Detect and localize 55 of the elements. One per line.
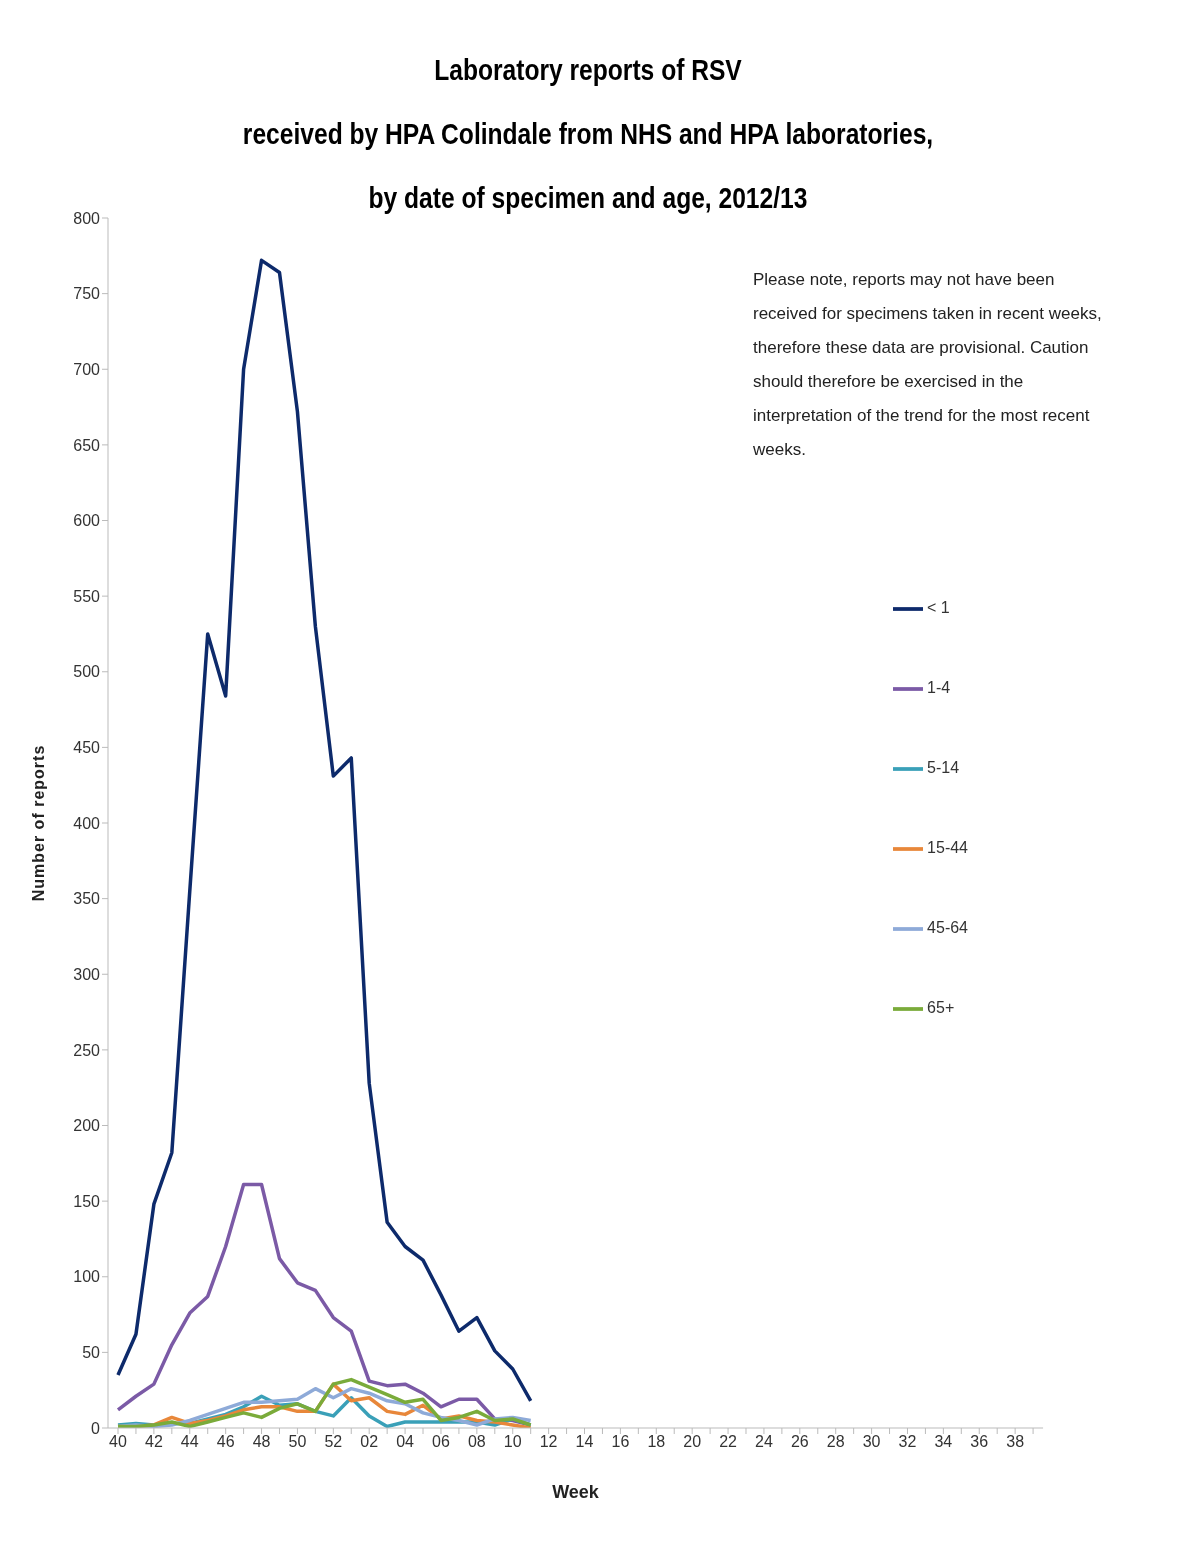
x-tick-label: 26 [790, 1433, 809, 1451]
x-tick-label: 52 [324, 1433, 343, 1451]
y-tick-label: 500 [73, 663, 101, 681]
y-tick-label: 150 [73, 1192, 101, 1210]
y-tick-label: 450 [73, 739, 101, 757]
y-tick-label: 50 [82, 1344, 101, 1362]
x-tick-label: 20 [683, 1433, 702, 1451]
x-tick-label: 38 [1006, 1433, 1025, 1451]
x-tick-label: 30 [862, 1433, 881, 1451]
line-series [116, 258, 533, 1403]
y-tick-label: 800 [73, 209, 101, 227]
legend-label: < 1 [927, 599, 950, 616]
line-series [116, 1182, 533, 1427]
y-tick-label: 200 [73, 1117, 101, 1135]
x-tick-label: 36 [970, 1433, 989, 1451]
y-tick-label: 250 [73, 1041, 101, 1059]
y-tick-label: 300 [73, 965, 101, 983]
y-tick-label: 650 [73, 436, 101, 454]
x-tick-label: 16 [611, 1433, 630, 1451]
x-tick-label: 06 [432, 1433, 450, 1451]
x-tick-label: 22 [719, 1433, 738, 1451]
x-tick-label: 14 [575, 1433, 594, 1451]
x-tick-label: 48 [252, 1433, 271, 1451]
y-axis-title: Number of reports [29, 744, 47, 902]
x-tick-label: 04 [396, 1433, 415, 1451]
x-tick-label: 44 [180, 1433, 199, 1451]
y-tick-label: 400 [73, 814, 101, 832]
x-tick-label: 32 [898, 1433, 917, 1451]
legend-label: 5-14 [927, 759, 960, 776]
legend-label: 45-64 [927, 919, 968, 936]
y-tick-label: 550 [73, 587, 101, 605]
legend-label: 15-44 [927, 839, 968, 856]
x-tick-label: 18 [647, 1433, 666, 1451]
y-tick-label: 700 [73, 360, 101, 378]
legend-label: 1-4 [927, 679, 951, 696]
y-tick-label: 350 [73, 890, 101, 908]
x-tick-label: 50 [288, 1433, 307, 1451]
x-tick-label: 34 [934, 1433, 953, 1451]
y-tick-label: 100 [73, 1268, 101, 1286]
x-tick-label: 24 [755, 1433, 773, 1451]
y-tick-label: 600 [73, 512, 101, 530]
legend-label: 65+ [927, 999, 955, 1016]
x-tick-label: 12 [539, 1433, 558, 1451]
x-tick-label: 28 [826, 1433, 845, 1451]
x-axis-title: Week [552, 1482, 600, 1502]
x-tick-label: 42 [144, 1433, 163, 1451]
y-tick-label: 0 [91, 1419, 101, 1437]
x-tick-label: 46 [216, 1433, 235, 1451]
annotation: Please note, reports may not have been received for specimens taken in recent weeks, therefore these data are provisional. Caution should therefore be exercised in the interpretation of the trend for the most recent weeks. [753, 269, 1103, 461]
x-tick-label: 40 [109, 1433, 127, 1451]
x-tick-label: 10 [503, 1433, 522, 1451]
x-tick-label: 02 [360, 1433, 379, 1451]
x-tick-label: 08 [467, 1433, 486, 1451]
y-tick-label: 750 [73, 285, 101, 303]
chart-title: Laboratory reports of RSV received by HPA Colindale from NHS and HPA laboratories, by date of specimen and age, 2012/13 [241, 52, 935, 214]
